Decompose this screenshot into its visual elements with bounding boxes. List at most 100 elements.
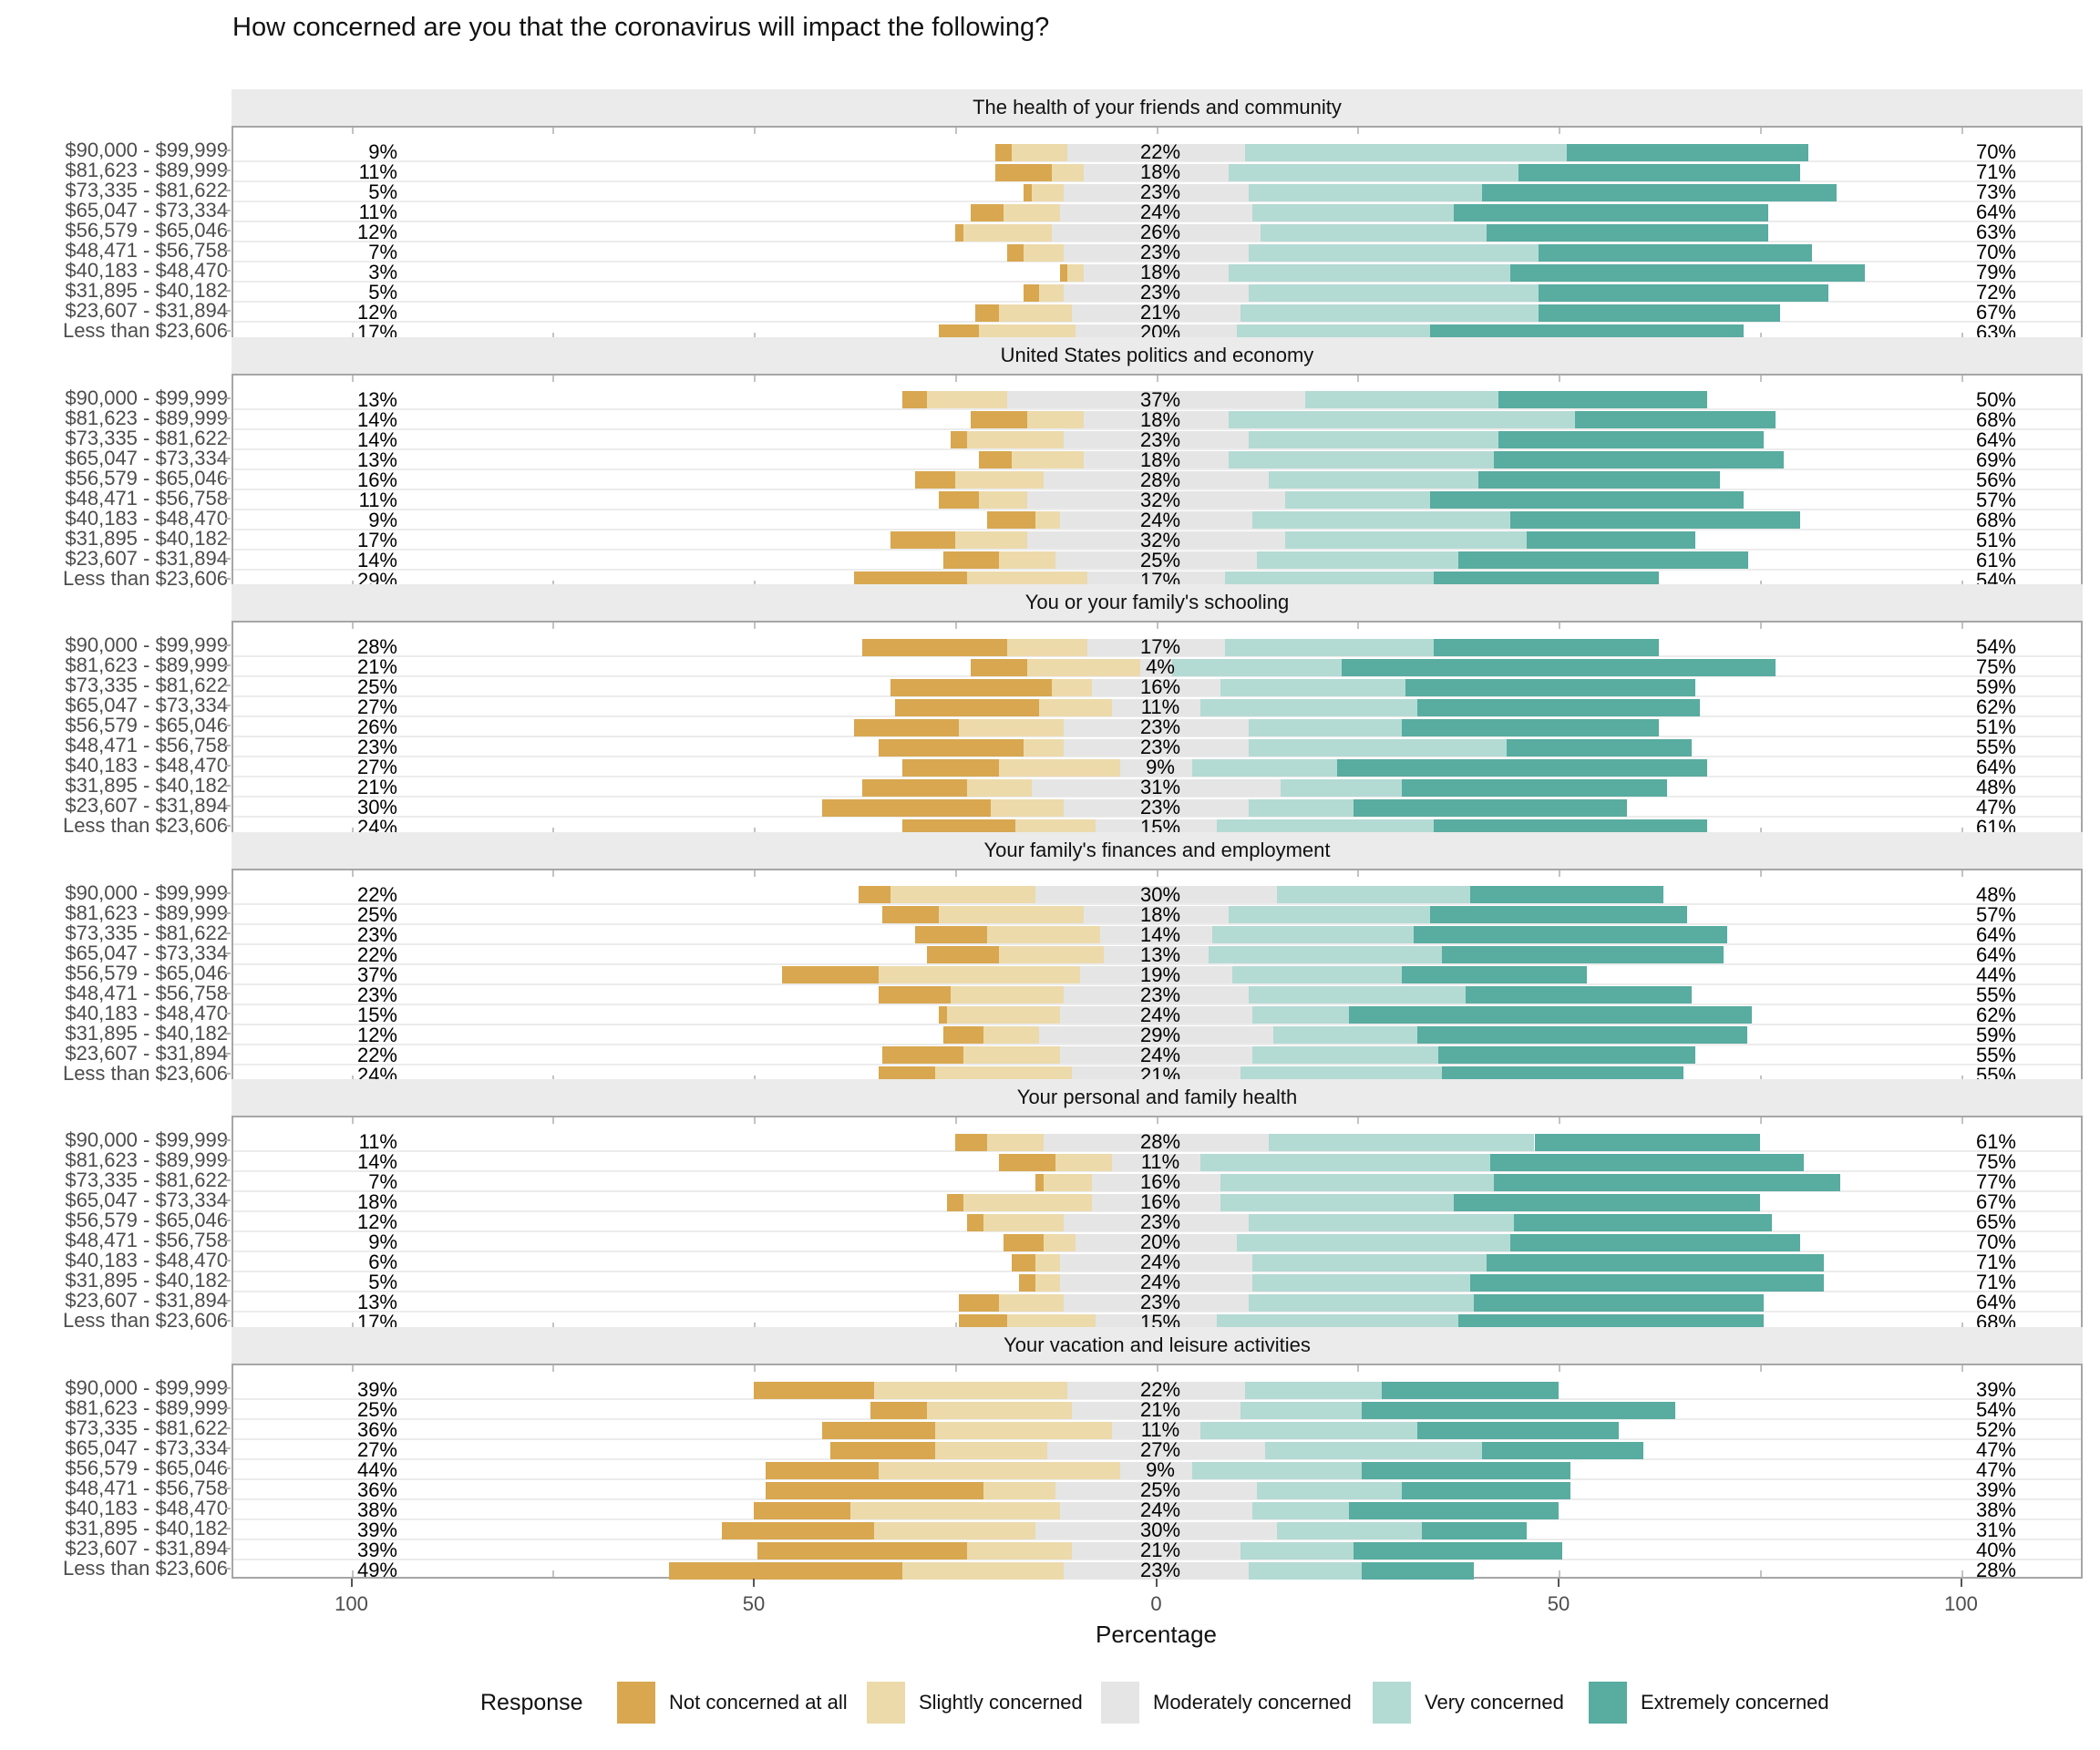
x-axis-tick-label: 100 xyxy=(1944,1592,1978,1615)
legend-key-swatch xyxy=(867,1682,905,1724)
moderate-label: 24% xyxy=(1139,1271,1181,1294)
gridline-stub xyxy=(954,1365,957,1372)
facet-strip-title: You or your family's schooling xyxy=(1024,591,1290,614)
bar-segment-moderately-concerned xyxy=(1043,471,1270,489)
legend-item-label: Very concerned xyxy=(1425,1691,1564,1714)
y-axis-tick xyxy=(225,1427,231,1429)
gridline-stub xyxy=(1357,623,1360,630)
high-total-label: 68% xyxy=(1975,508,2016,531)
bar-segment-not-concerned-at-all xyxy=(858,886,891,904)
bar-segment-very-concerned xyxy=(1228,451,1495,469)
bar-segment-moderately-concerned xyxy=(1091,1193,1221,1211)
bar-segment-not-concerned-at-all xyxy=(946,1193,963,1211)
legend-item-label: Extremely concerned xyxy=(1641,1691,1829,1714)
bar-segment-slightly-concerned xyxy=(902,1561,1064,1580)
high-total-label: 63% xyxy=(1975,221,2016,243)
bar-segment-not-concerned-at-all xyxy=(971,203,1004,221)
gridline-stub xyxy=(1759,870,1762,877)
bar-segment-very-concerned xyxy=(1224,638,1435,656)
moderate-label: 17% xyxy=(1139,635,1181,659)
bar-segment-moderately-concerned xyxy=(1063,986,1250,1004)
low-total-label: 18% xyxy=(356,1190,397,1214)
moderate-label: 23% xyxy=(1139,180,1181,203)
gridline-stub xyxy=(754,828,756,835)
moderate-label: 23% xyxy=(1139,1291,1181,1314)
bar-segment-moderately-concerned xyxy=(1111,1421,1201,1439)
bar-segment-not-concerned-at-all xyxy=(781,966,879,984)
bar-segment-slightly-concerned xyxy=(1051,163,1085,181)
moderate-label: 23% xyxy=(1139,796,1181,819)
y-axis-group-label: $73,335 - $81,622 xyxy=(65,1168,228,1192)
y-axis-tick xyxy=(225,1220,231,1222)
bar-segment-extremely-concerned xyxy=(1401,778,1668,797)
bar-segment-extremely-concerned xyxy=(1361,1401,1676,1419)
gridline-stub xyxy=(351,1323,354,1330)
bar-segment-not-concerned-at-all xyxy=(754,1501,850,1519)
high-total-label: 44% xyxy=(1975,962,2016,986)
bar-segment-very-concerned xyxy=(1249,1293,1475,1312)
moderate-label: 21% xyxy=(1139,1539,1181,1561)
facet-panel: 9% 22% 70% 11% 18% 71% 5% 23% 73% 11% 24% 64% 12% 26%… xyxy=(232,126,2083,344)
y-axis-tick xyxy=(225,891,231,894)
row-separator xyxy=(233,902,2081,905)
y-axis-group-label: $81,623 - $89,999 xyxy=(65,1148,228,1172)
y-axis-group-label: $65,047 - $73,334 xyxy=(65,694,228,717)
low-total-label: 5% xyxy=(368,281,397,304)
row-separator xyxy=(233,1230,2081,1233)
y-axis-tick xyxy=(225,1488,231,1489)
row-separator xyxy=(233,695,2081,698)
bar-segment-slightly-concerned xyxy=(1051,678,1092,696)
gridline-stub xyxy=(1961,1075,1963,1082)
bar-segment-extremely-concerned xyxy=(1510,263,1865,282)
bar-segment-very-concerned xyxy=(1200,698,1418,716)
bar-segment-very-concerned xyxy=(1252,511,1510,530)
bar-segment-moderately-concerned xyxy=(1084,263,1229,282)
facet-panel: 28% 17% 54% 21% 4% 75% 25% 16% 59% 27% 11% 62% 26% 23… xyxy=(232,621,2083,839)
moderate-label: 20% xyxy=(1139,1230,1181,1254)
bar-segment-moderately-concerned xyxy=(1084,163,1229,181)
bar-segment-not-concerned-at-all xyxy=(854,718,960,736)
bar-segment-very-concerned xyxy=(1249,986,1467,1004)
moderate-label: 16% xyxy=(1139,1170,1181,1194)
bar-segment-moderately-concerned xyxy=(1055,1481,1257,1499)
bar-segment-very-concerned xyxy=(1192,1461,1362,1479)
bar-segment-very-concerned xyxy=(1261,223,1487,242)
bar-segment-not-concerned-at-all xyxy=(754,1381,875,1399)
y-axis-group-label: $65,047 - $73,334 xyxy=(65,446,228,469)
bar-segment-very-concerned xyxy=(1236,1233,1511,1251)
bar-segment-very-concerned xyxy=(1269,471,1478,489)
bar-segment-slightly-concerned xyxy=(1031,183,1064,201)
bar-segment-not-concerned-at-all xyxy=(902,758,1000,777)
bar-segment-moderately-concerned xyxy=(1063,431,1250,449)
y-axis-tick xyxy=(225,1528,231,1529)
high-total-label: 40% xyxy=(1975,1539,2016,1561)
high-total-label: 68% xyxy=(1975,407,2016,431)
y-axis-group-label: $65,047 - $73,334 xyxy=(65,199,228,221)
bar-segment-extremely-concerned xyxy=(1381,1381,1559,1399)
bar-segment-extremely-concerned xyxy=(1437,1046,1696,1065)
y-axis-tick xyxy=(225,805,231,808)
high-total-label: 39% xyxy=(1975,1478,2016,1501)
moderate-label: 18% xyxy=(1139,448,1181,471)
facet-strip-title: Your family's finances and employment xyxy=(983,838,1331,861)
y-axis-group-label: $23,607 - $31,894 xyxy=(65,794,228,818)
y-axis-tick xyxy=(225,1300,231,1302)
bar-segment-not-concerned-at-all xyxy=(890,678,1052,696)
row-separator xyxy=(233,321,2081,323)
gridline-stub xyxy=(1156,870,1158,877)
low-total-label: 27% xyxy=(356,695,397,719)
high-total-label: 69% xyxy=(1975,448,2016,471)
row-separator xyxy=(233,1023,2081,1025)
gridline-stub xyxy=(954,1323,957,1330)
bar-segment-moderately-concerned xyxy=(1071,1401,1241,1419)
bar-segment-very-concerned xyxy=(1172,658,1342,676)
y-axis-group-label: $56,579 - $65,046 xyxy=(65,466,228,489)
gridline-stub xyxy=(1759,1075,1762,1082)
high-total-label: 47% xyxy=(1975,1438,2016,1461)
low-total-label: 14% xyxy=(356,407,397,431)
gridline-stub xyxy=(954,128,957,134)
low-total-label: 11% xyxy=(358,160,397,183)
row-separator xyxy=(233,776,2081,778)
gridline-stub xyxy=(1759,1117,1762,1125)
y-axis-tick xyxy=(225,644,231,647)
